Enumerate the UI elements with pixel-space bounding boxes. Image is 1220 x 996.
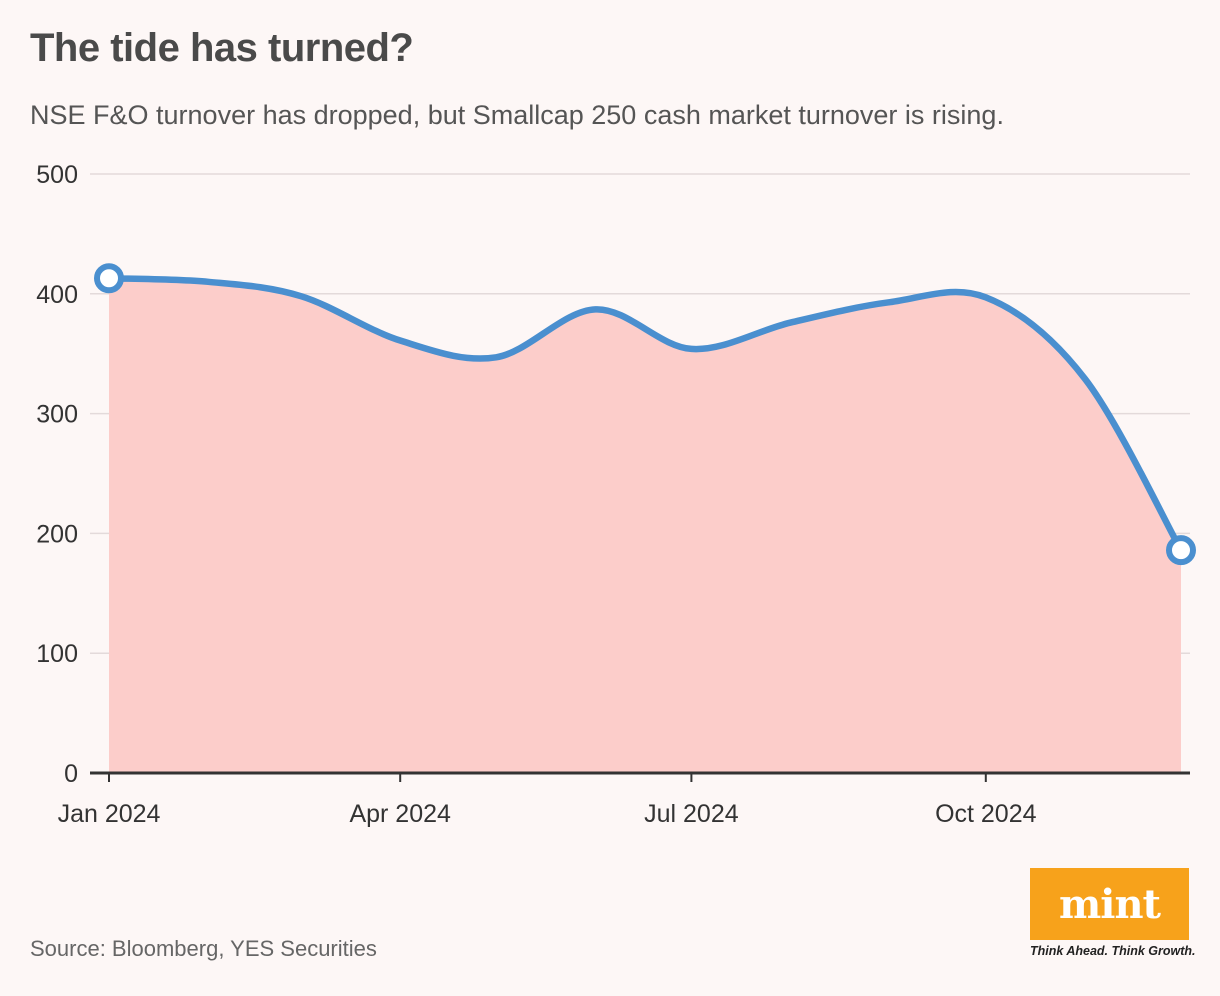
chart-title: The tide has turned?: [30, 26, 414, 70]
source-note: Source: Bloomberg, YES Securities: [30, 936, 377, 961]
x-tick-label: Jul 2024: [644, 800, 739, 828]
y-tick-label: 100: [36, 640, 78, 668]
end-point-marker: [1166, 535, 1196, 566]
area-fill: [109, 278, 1181, 773]
x-tick-label: Apr 2024: [349, 800, 451, 828]
y-tick-label: 400: [36, 281, 78, 309]
y-tick-label: 500: [36, 161, 78, 189]
start-point-marker: [94, 263, 124, 294]
y-tick-label: 0: [64, 760, 78, 788]
chart-subtitle: NSE F&O turnover has dropped, but Smallc…: [30, 100, 1004, 130]
y-tick-label: 300: [36, 401, 78, 429]
logo-wordmark: mint: [1058, 880, 1161, 928]
x-tick-label: Jan 2024: [58, 800, 161, 828]
y-tick-label: 200: [36, 520, 78, 548]
x-tick-label: Oct 2024: [935, 800, 1037, 828]
logo-tagline: Think Ahead. Think Growth.: [1030, 944, 1196, 958]
mint-logo: mint: [1030, 868, 1189, 940]
series-line: [105, 274, 1185, 554]
